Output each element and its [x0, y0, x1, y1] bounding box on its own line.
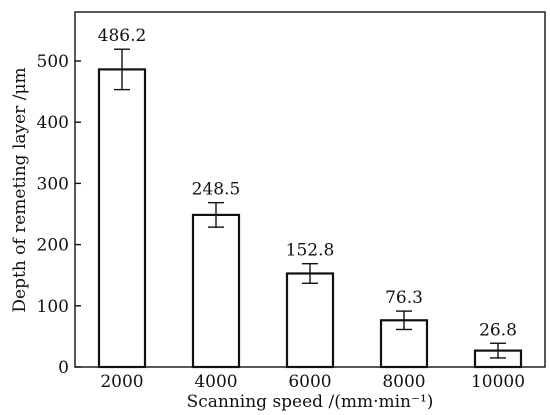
- x-tick-label: 6000: [288, 372, 331, 392]
- bar: [97, 68, 147, 369]
- bar-value-label: 248.5: [192, 180, 241, 200]
- error-bar: [114, 48, 130, 91]
- x-tick-label: 8000: [382, 372, 425, 392]
- bar: [191, 213, 241, 369]
- x-axis-title: Scanning speed /(mm·min⁻¹): [187, 392, 434, 412]
- x-tick-label: 4000: [194, 372, 237, 392]
- x-tick-label: 10000: [471, 372, 525, 392]
- error-bar: [208, 201, 224, 228]
- error-bar: [302, 262, 318, 284]
- error-bar: [490, 342, 506, 359]
- bar: [285, 272, 335, 369]
- x-axis: 2000 4000 6000 8000 10000: [100, 361, 525, 392]
- error-bar: [396, 310, 412, 331]
- y-tick-label: 500: [37, 52, 69, 72]
- y-axis-title: Depth of remeting layer /μm: [10, 67, 30, 312]
- bar-series: 486.2 248.5 152.8 76.3 26.8: [97, 26, 523, 369]
- bar-value-label: 152.8: [286, 241, 335, 261]
- y-axis: 0 100 200 300 400 500: [37, 52, 81, 378]
- bar-value-label: 486.2: [98, 26, 147, 46]
- x-tick-label: 2000: [100, 372, 143, 392]
- bar-value-label: 26.8: [479, 320, 517, 340]
- bar-value-label: 76.3: [385, 288, 423, 308]
- y-tick-label: 100: [37, 297, 69, 317]
- y-tick-label: 0: [58, 358, 69, 378]
- y-tick-label: 200: [37, 236, 69, 256]
- y-tick-label: 300: [37, 174, 69, 194]
- y-tick-label: 400: [37, 113, 69, 133]
